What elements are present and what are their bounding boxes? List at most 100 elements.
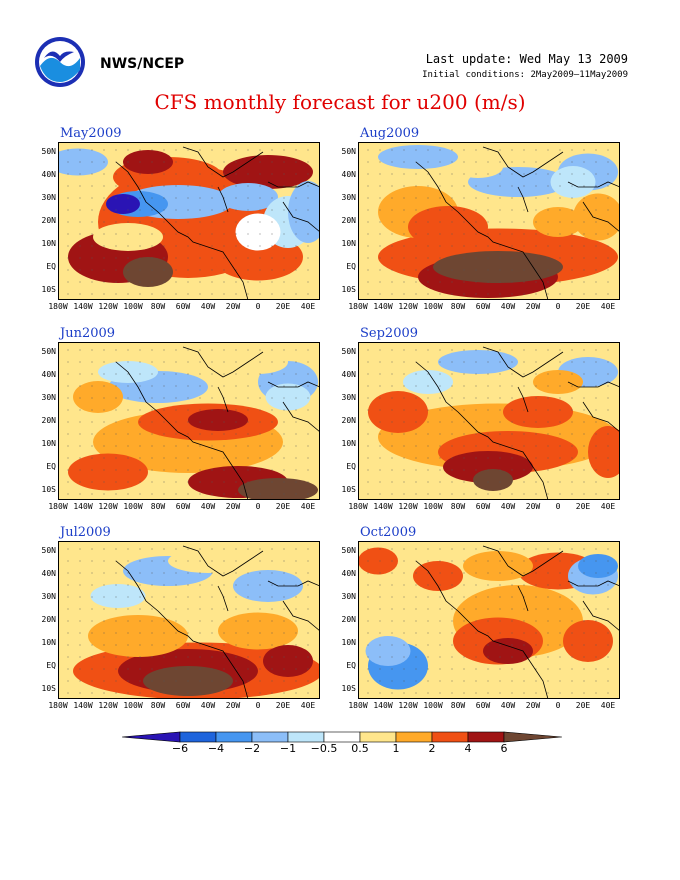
colorbar-swatch <box>359 731 397 743</box>
field-contour <box>288 181 320 243</box>
lat-label: 50N <box>41 546 56 555</box>
colorbar-label: 4 <box>464 742 472 755</box>
colorbar-swatch <box>179 731 217 743</box>
colorbar-arrow-high <box>503 731 562 743</box>
lat-label: 50N <box>341 347 356 356</box>
lat-label: 20N <box>341 615 356 624</box>
lon-label: 140W <box>73 302 93 311</box>
lon-label: 20W <box>225 701 241 710</box>
lat-label: 50N <box>41 147 56 156</box>
field-contour <box>563 620 613 662</box>
lon-label: 0 <box>255 701 261 710</box>
field-contour <box>223 155 313 189</box>
map-field <box>58 541 320 699</box>
field-contour <box>106 194 140 214</box>
lon-label: 80W <box>150 302 166 311</box>
field-contour <box>578 554 618 578</box>
panel-title: Sep2009 <box>360 326 419 341</box>
lon-label: 120W <box>98 502 118 511</box>
lat-label: 10N <box>341 239 356 248</box>
lon-label: 120W <box>398 502 418 511</box>
panel-frame <box>58 342 320 500</box>
colorbar-swatch <box>215 731 253 743</box>
colorbar-label: −0.5 <box>310 742 338 755</box>
lat-label: 40N <box>341 569 356 578</box>
field-contour <box>503 396 573 428</box>
lon-label: 20W <box>225 302 241 311</box>
colorbar <box>122 731 562 743</box>
colorbar-swatch <box>323 731 361 743</box>
lat-label: 30N <box>341 393 356 402</box>
colorbar-swatch <box>431 731 469 743</box>
lon-label: 80W <box>150 502 166 511</box>
lon-label: 100W <box>423 302 443 311</box>
lon-label: 40W <box>200 502 216 511</box>
colorbar-label: 0.5 <box>351 742 369 755</box>
lat-label: 30N <box>41 193 56 202</box>
lat-label: EQ <box>346 262 356 271</box>
field-contour <box>88 615 188 657</box>
field-contour <box>123 257 173 287</box>
lat-label: 50N <box>341 546 356 555</box>
lon-label: 20W <box>525 701 541 710</box>
lon-label: 20E <box>575 701 591 710</box>
lat-label: 40N <box>41 170 56 179</box>
lat-label: 50N <box>41 347 56 356</box>
lat-label: 10S <box>341 285 356 294</box>
coastline <box>115 146 320 300</box>
map-field <box>358 541 620 699</box>
lon-label: 80W <box>150 701 166 710</box>
lon-label: 20E <box>575 502 591 511</box>
field-contour <box>550 166 596 198</box>
lon-label: 40E <box>600 701 616 710</box>
lon-label: 40W <box>200 701 216 710</box>
lon-label: 60W <box>475 701 491 710</box>
lat-label: 40N <box>41 569 56 578</box>
lat-label: 20N <box>341 416 356 425</box>
lat-label: 20N <box>41 615 56 624</box>
lon-label: 100W <box>123 302 143 311</box>
lon-label: 20E <box>275 701 291 710</box>
lon-label: 40E <box>300 502 316 511</box>
panel-frame <box>358 142 620 300</box>
field-contour <box>463 551 533 581</box>
panel-title: Oct2009 <box>360 525 417 540</box>
lat-label: 10N <box>41 439 56 448</box>
lon-label: 40W <box>500 502 516 511</box>
map-panel: May2009 50N 40N 30N 20N 10N EQ 10S 180W 140W 120W… <box>42 126 320 311</box>
field-contour <box>588 426 620 478</box>
field-contour <box>235 213 281 251</box>
lon-label: 80W <box>450 302 466 311</box>
lat-label: 50N <box>341 147 356 156</box>
panel-title: Jun2009 <box>60 326 116 341</box>
lat-label: 30N <box>41 393 56 402</box>
lon-label: 180W <box>348 302 368 311</box>
field-contour <box>408 206 488 248</box>
page-title: CFS monthly forecast for u200 (m/s) <box>154 90 526 114</box>
map-panel: Jun2009 50N 40N 30N 20N 10N EQ 10S 180W 140W 120W… <box>42 326 320 511</box>
colorbar-swatch <box>395 731 433 743</box>
lon-label: 180W <box>348 701 368 710</box>
coastline <box>115 545 320 699</box>
lat-label: 20N <box>41 216 56 225</box>
lon-label: 120W <box>398 302 418 311</box>
field-contour <box>228 350 288 374</box>
coastline <box>115 346 320 500</box>
lat-label: 20N <box>341 216 356 225</box>
colorbar-swatch <box>467 731 505 743</box>
last-update: Last update: Wed May 13 2009 <box>425 52 628 66</box>
panel-title: Jul2009 <box>60 525 111 540</box>
lon-label: 140W <box>373 302 393 311</box>
map-panel: Jul2009 50N 40N 30N 20N 10N EQ 10S 180W 140W 120W… <box>42 525 320 710</box>
field-contour <box>483 638 533 664</box>
map-panel: Oct2009 50N 40N 30N 20N 10N EQ 10S 180W 140W 120W… <box>342 525 620 710</box>
map-panel: Sep2009 50N 40N 30N 20N 10N EQ 10S 180W 140W 120W… <box>342 326 620 511</box>
field-contour <box>358 547 398 575</box>
colorbar-label: 6 <box>500 742 508 755</box>
lon-label: 20E <box>275 502 291 511</box>
panel-frame <box>358 342 620 500</box>
lon-label: 120W <box>98 302 118 311</box>
panel-title: Aug2009 <box>360 126 420 141</box>
lon-label: 20W <box>525 502 541 511</box>
lon-label: 100W <box>423 701 443 710</box>
